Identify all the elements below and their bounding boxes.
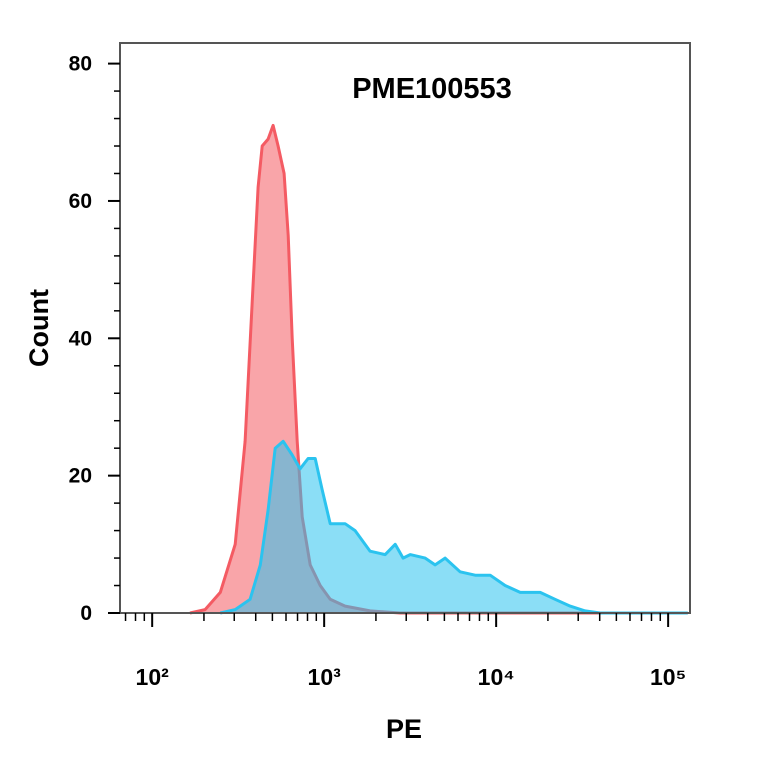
x-axis-label: PE <box>386 714 422 744</box>
plot-frame <box>119 42 691 614</box>
x-tick-label: 10⁴ <box>478 664 515 690</box>
x-tick-label: 10³ <box>308 664 342 690</box>
x-tick-label: 10² <box>136 664 170 690</box>
y-tick-label: 80 <box>69 53 92 76</box>
y-tick-label: 40 <box>69 327 92 350</box>
area-fill <box>220 441 688 613</box>
y-tick-label: 20 <box>69 465 92 488</box>
y-axis-label: Count <box>24 289 54 367</box>
area-fill <box>190 125 688 614</box>
histogram-line <box>219 439 688 615</box>
y-tick-label: 60 <box>69 190 92 213</box>
chart-title: PME100553 <box>352 73 512 105</box>
y-tick-label: 0 <box>80 602 92 625</box>
x-tick-label: 10⁵ <box>650 664 686 690</box>
